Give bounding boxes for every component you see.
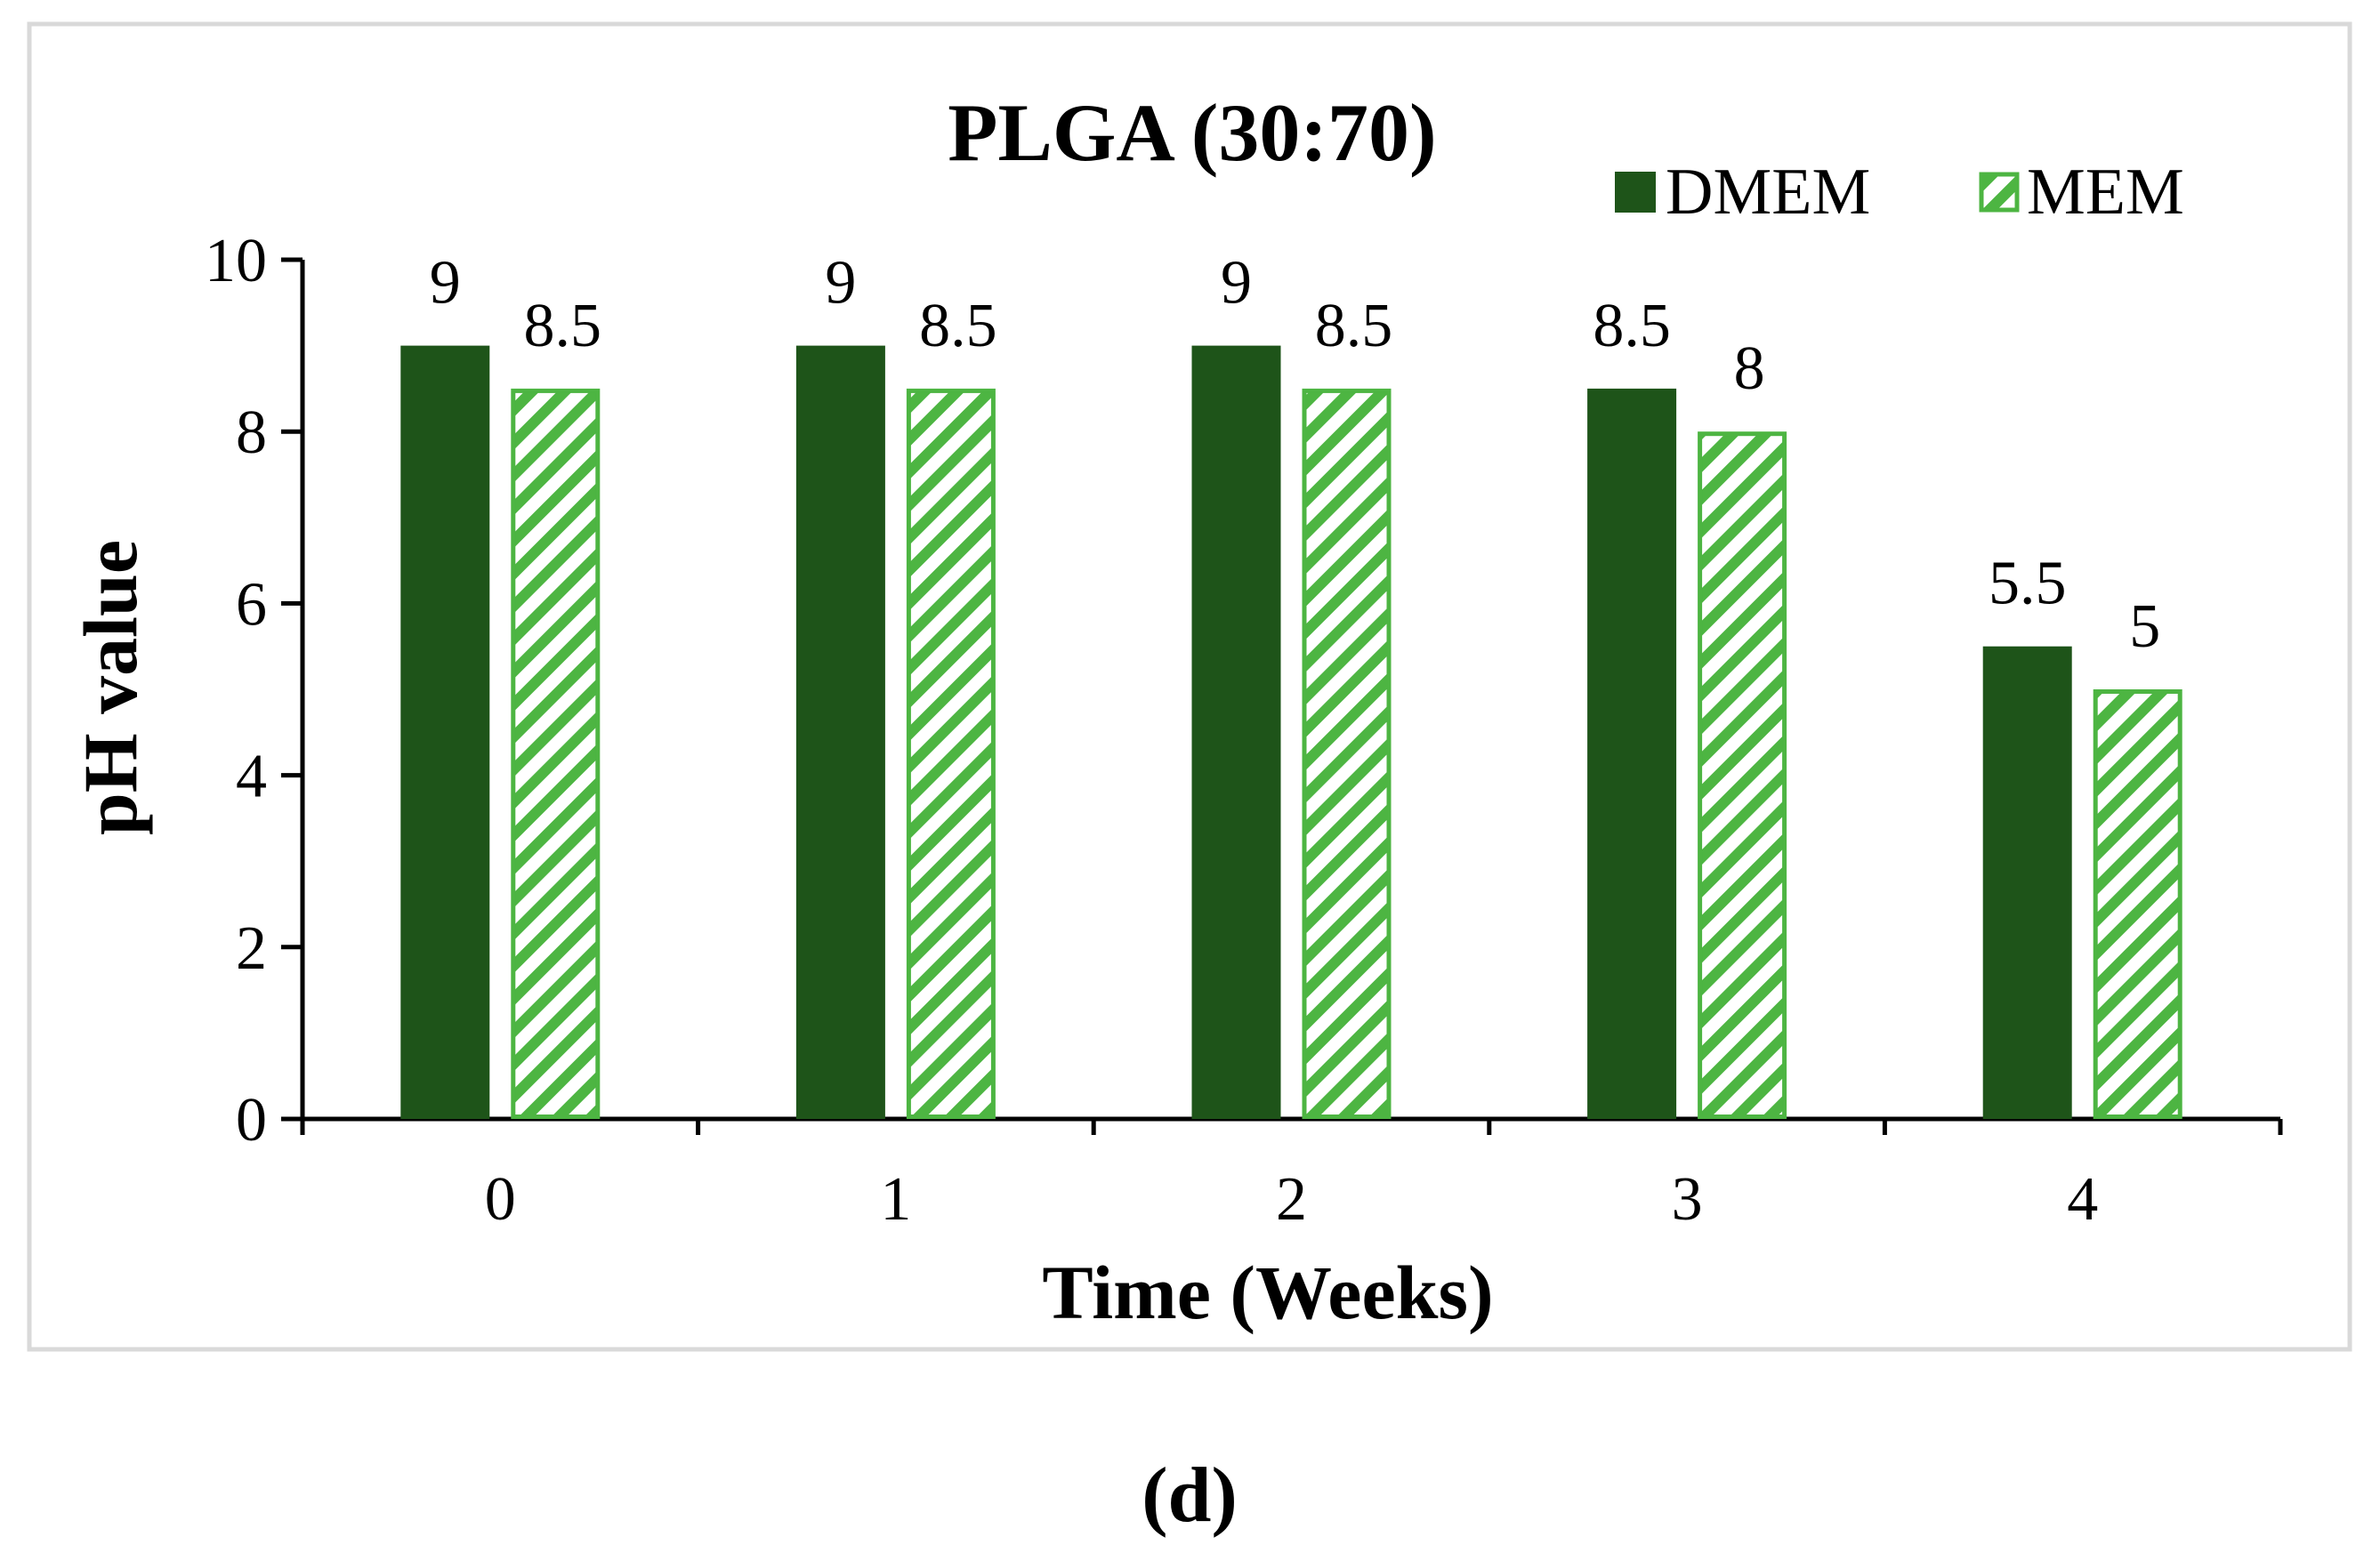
data-label-dmem-week-4: 5.5 [1989,550,2067,618]
data-label-mem-week-0: 8.5 [524,292,602,360]
bar-mem-week-0 [511,388,601,1119]
y-axis-label: pH value [68,540,153,835]
y-tick-label: 10 [205,227,267,295]
data-label-mem-week-1: 8.5 [919,292,997,360]
data-label-mem-week-3: 8 [1734,334,1765,403]
data-label-dmem-week-3: 8.5 [1593,292,1671,360]
chart-title: PLGA (30:70) [948,87,1436,178]
bar-dmem-week-2 [1191,345,1281,1120]
data-label-mem-week-2: 8.5 [1315,292,1393,360]
bar-dmem-week-3 [1587,388,1677,1119]
x-tick-label: 1 [880,1165,911,1234]
bar-dmem-week-0 [400,345,490,1120]
x-tick-label: 2 [1276,1165,1307,1234]
data-label-dmem-week-0: 9 [430,249,461,318]
y-tick-label: 4 [236,743,267,811]
legend-swatch-mem [1979,172,2020,213]
x-tick-label: 0 [485,1165,516,1234]
figure-caption: (d) [1142,1452,1238,1539]
bar-mem-week-3 [1698,431,1787,1119]
x-axis-label: Time (Weeks) [1042,1250,1493,1335]
y-tick-label: 2 [236,914,267,983]
legend-label-dmem: DMEM [1666,156,1870,229]
bar-mem-week-4 [2093,689,2182,1119]
x-tick-label: 4 [2067,1165,2098,1234]
data-label-mem-week-4: 5 [2129,592,2160,661]
bar-dmem-week-4 [1982,646,2072,1119]
legend-label-mem: MEM [2027,156,2184,229]
bar-mem-week-2 [1302,388,1392,1119]
y-tick-label: 0 [236,1086,267,1155]
bar-mem-week-1 [906,388,996,1119]
plot-area: 0 2 4 6 8 10 0 9 8.5 1 9 8.5 2 9 8.5 3 8.5 8 4 5.5 5 [205,227,2283,1234]
y-tick-label: 6 [236,570,267,639]
data-label-dmem-week-2: 9 [1221,249,1252,318]
bar-dmem-week-1 [795,345,885,1120]
x-tick-label: 3 [1672,1165,1703,1234]
y-tick-label: 8 [236,398,267,467]
legend: DMEM MEM [1615,156,2184,229]
data-label-dmem-week-1: 9 [825,249,856,318]
legend-swatch-dmem [1615,172,1656,213]
